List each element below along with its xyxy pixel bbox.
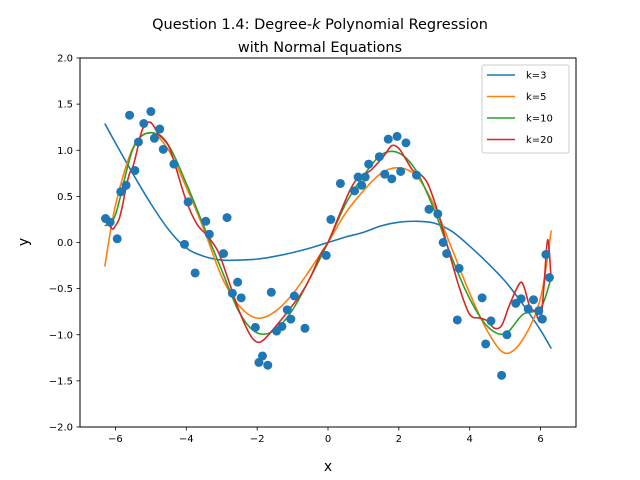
data-point-28 [266,287,276,297]
data-point-63 [516,294,526,304]
data-point-61 [502,330,512,340]
chart-title-line2: with Normal Equations [238,40,402,56]
legend-label-k=5: k=5 [526,92,547,103]
data-point-58 [481,339,491,349]
x-tick-label: −2 [250,434,265,445]
data-point-7 [133,137,143,147]
x-axis-ticks: −6 −4 −2 0 2 4 6 [108,427,544,445]
y-tick-label: 1.0 [57,146,73,157]
y-tick-label: −1.0 [49,330,73,341]
data-point-18 [204,229,214,239]
data-point-50 [412,170,422,180]
data-point-32 [286,314,296,324]
data-point-39 [353,172,363,182]
y-tick-label: −1.5 [49,376,73,387]
data-point-54 [442,249,452,259]
y-tick-label: 0.0 [57,238,73,249]
data-point-65 [528,295,538,305]
y-axis-label: y [16,238,32,246]
data-point-9 [146,107,156,117]
data-point-16 [190,268,200,278]
data-point-68 [541,249,551,259]
legend-label-k=10: k=10 [526,114,553,125]
data-point-43 [374,152,384,162]
y-tick-label: −2.0 [49,423,73,434]
data-point-56 [454,263,464,273]
y-axis-ticks: −2.0 −1.5 −1.0 −0.5 0.0 0.5 1.0 1.5 2.0 [49,54,80,434]
data-point-40 [357,180,367,190]
legend-label-k=20: k=20 [526,135,553,146]
data-point-64 [523,304,533,314]
x-axis-label: x [324,459,332,475]
y-tick-label: 2.0 [57,54,73,65]
data-point-23 [236,293,246,303]
data-point-44 [380,169,390,179]
x-tick-label: −4 [179,434,194,445]
data-point-34 [300,323,310,333]
chart-title-line1: Question 1.4: Degree-k Polynomial Regres… [152,17,488,33]
chart-title-italic-k: k [312,17,321,33]
x-tick-label: 0 [325,434,331,445]
data-point-59 [486,316,496,326]
y-tick-label: 0.5 [57,192,73,203]
data-point-13 [169,159,179,169]
data-point-67 [537,314,547,324]
data-point-2 [112,234,122,244]
data-point-36 [326,214,336,224]
legend-label-k=3: k=3 [526,71,547,82]
data-point-15 [183,197,193,207]
data-point-47 [392,131,402,141]
data-points [101,107,554,380]
data-point-8 [139,119,149,128]
legend-frame [481,64,570,154]
data-point-42 [364,159,374,169]
data-point-6 [130,166,140,176]
data-point-48 [396,166,406,176]
data-point-3 [116,187,126,197]
data-point-69 [544,273,554,283]
data-point-52 [433,209,443,219]
data-point-12 [158,144,168,154]
data-point-53 [438,238,448,247]
data-point-31 [282,305,292,315]
data-point-35 [321,250,331,260]
data-point-11 [155,124,165,134]
data-point-37 [335,178,345,188]
data-point-4 [121,180,131,190]
data-point-1 [105,217,115,227]
data-point-5 [125,110,135,120]
data-point-10 [149,133,159,143]
data-point-60 [497,370,507,380]
data-point-19 [218,249,228,259]
y-tick-label: 1.5 [57,100,73,111]
x-tick-label: −6 [108,434,123,445]
x-tick-label: 4 [467,434,473,445]
data-point-57 [477,293,487,303]
data-point-17 [201,216,211,226]
x-tick-label: 2 [396,434,402,445]
data-point-24 [250,322,260,332]
x-tick-label: 6 [537,434,543,445]
data-point-30 [277,321,287,331]
data-point-41 [360,172,370,182]
y-tick-label: −0.5 [49,284,73,295]
data-point-66 [534,306,544,316]
data-point-45 [383,134,393,144]
data-point-26 [257,351,267,361]
data-point-55 [452,315,462,325]
data-point-46 [387,174,397,184]
data-point-21 [227,288,237,298]
data-point-51 [424,204,434,214]
legend: k=3 k=5 k=10 k=20 [481,64,570,154]
data-point-49 [401,138,411,148]
data-point-27 [263,360,273,370]
data-point-38 [350,186,360,196]
data-point-22 [233,277,243,287]
data-point-14 [180,239,190,249]
data-point-20 [222,213,232,223]
data-point-33 [289,291,299,301]
